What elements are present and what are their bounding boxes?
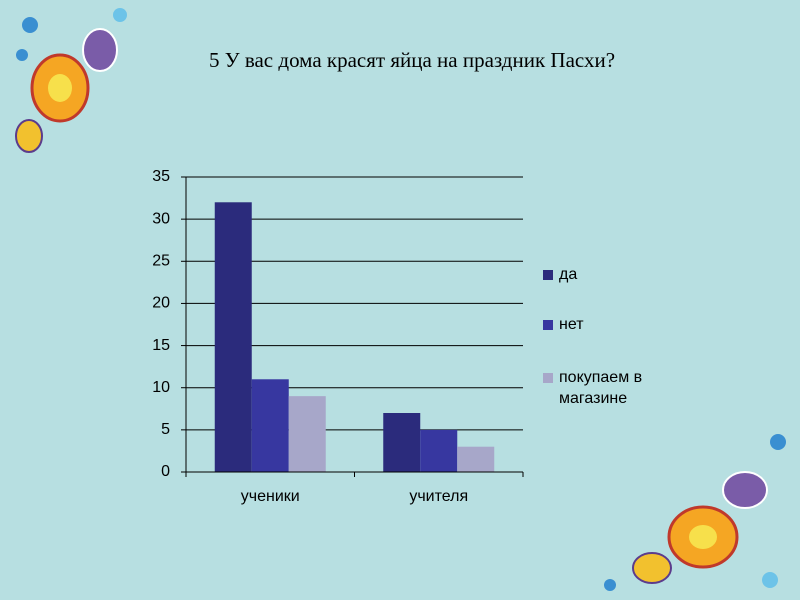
bar [288,396,326,472]
x-tick-label: ученики [241,488,300,505]
legend-swatch [543,270,553,280]
x-tick-label: учителя [409,488,468,505]
bar [420,429,458,472]
y-tick-label: 0 [161,463,170,480]
y-tick-label: 15 [152,337,170,354]
y-tick-label: 20 [152,295,170,312]
chart-title: 5 У вас дома красят яйца на праздник Пас… [209,48,615,72]
legend-label: покупаем в магазине [559,369,643,407]
bar [251,379,289,472]
decoration [15,8,786,591]
bar [383,413,421,472]
y-tick-label: 10 [152,379,170,396]
legend-label: да [559,266,578,283]
y-tick-label: 25 [152,253,170,270]
y-tick-label: 5 [161,421,170,438]
legend-swatch [543,320,553,330]
legend-label: нет [559,316,584,333]
bar [457,446,495,472]
y-tick-label: 35 [152,168,170,185]
legend-swatch [543,373,553,383]
y-tick-label: 30 [152,210,170,227]
bar [214,202,252,473]
